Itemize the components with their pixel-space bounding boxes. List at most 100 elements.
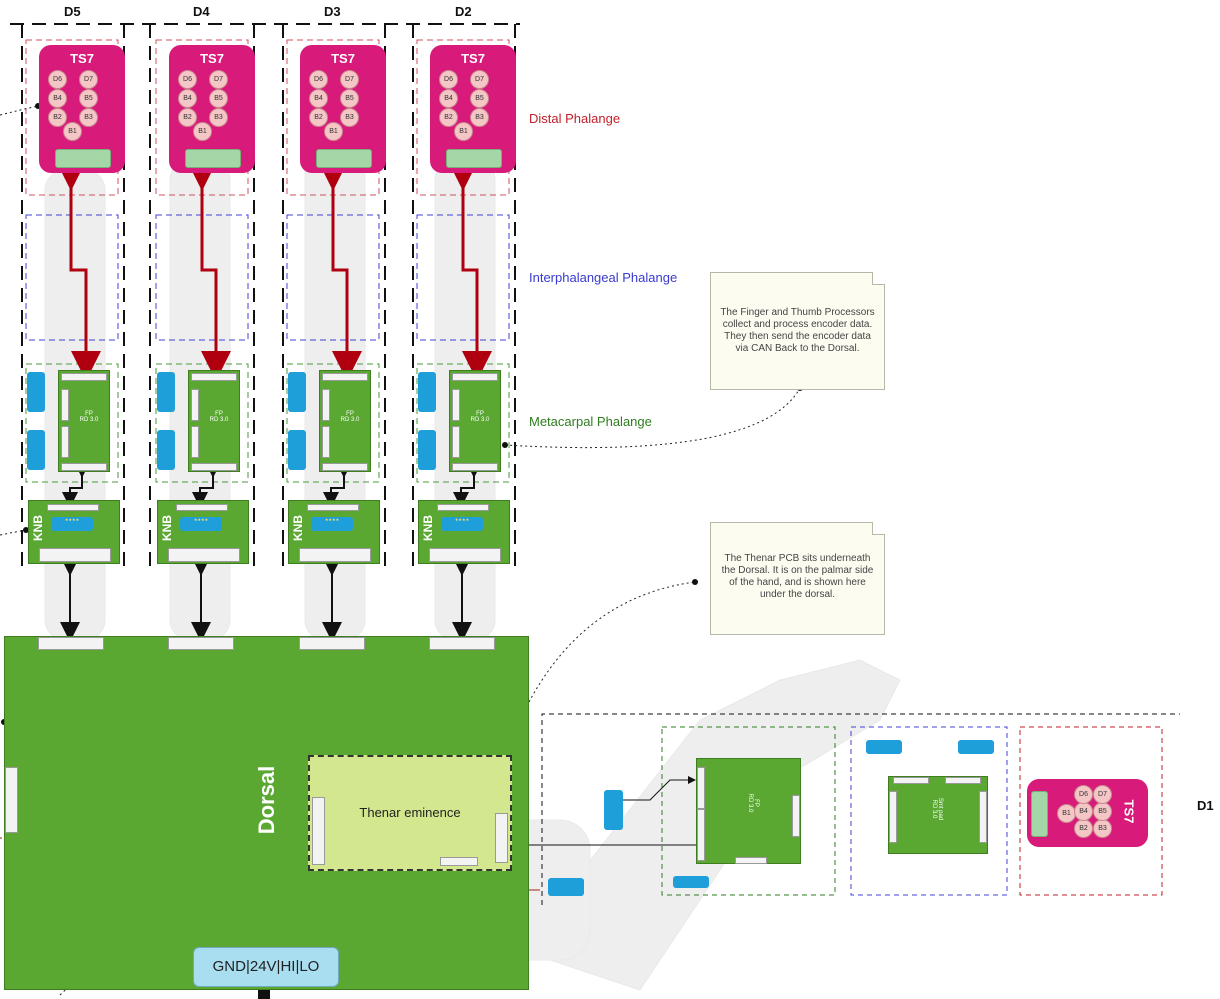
encoder-chip xyxy=(418,430,436,470)
thumb-fp-label: FP RD 3.0 xyxy=(747,793,759,813)
thumb-knb-label: Smt pad RD 3.0 xyxy=(931,797,943,821)
pad-b4: B4 xyxy=(439,89,458,108)
fp-top-connector xyxy=(452,373,498,381)
fp-board-d3: FP RD 3.0 xyxy=(319,370,371,472)
dorsal-side-connector xyxy=(5,767,18,833)
encoder-chip xyxy=(288,430,306,470)
ts7-title: TS7 xyxy=(200,51,224,66)
thumb-fp-connector xyxy=(792,795,800,837)
fp-side-connector xyxy=(322,389,330,421)
pad-b1: B1 xyxy=(454,122,473,141)
pad-d7: D7 xyxy=(470,70,489,89)
ts7-title: TS7 xyxy=(461,51,485,66)
encoder-chip xyxy=(157,372,175,412)
knb-board-d2: KNB ★★★★ xyxy=(418,500,510,564)
thumb-knb-chip xyxy=(866,740,902,754)
knb-bottom-connector xyxy=(429,548,501,562)
pad-d6: D6 xyxy=(309,70,328,89)
knb-board-d4: KNB ★★★★ xyxy=(157,500,249,564)
pad-b2: B2 xyxy=(439,108,458,127)
fp-top-connector xyxy=(61,373,107,381)
thumb-pad-b2: B2 xyxy=(1074,819,1093,838)
knb-chip: ★★★★ xyxy=(180,517,222,531)
ts7-connector xyxy=(185,149,241,168)
fp-knb-arrows xyxy=(62,462,482,508)
pad-b3: B3 xyxy=(340,108,359,127)
fp-bottom-connector xyxy=(191,463,237,471)
fp-side-connector xyxy=(61,426,69,458)
encoder-chip xyxy=(27,372,45,412)
thumb-fp-connector xyxy=(697,767,705,809)
thenar-eminence-box: Thenar eminence xyxy=(308,755,512,871)
note-fold xyxy=(872,522,885,535)
thumb-pad-d7: D7 xyxy=(1093,785,1112,804)
ts7-connector xyxy=(316,149,372,168)
thumb-ts7-sensor: B1 B2 B4 D6 B3 B5 D7 TS7 xyxy=(1027,779,1148,847)
encoder-chip xyxy=(157,430,175,470)
knb-bottom-connector xyxy=(299,548,371,562)
thumb-pad-b4: B4 xyxy=(1074,802,1093,821)
digit-label-d5: D5 xyxy=(64,4,81,19)
thumb-encoder-chip-bottom xyxy=(548,878,584,896)
thumb-fp-connector xyxy=(697,809,705,861)
pad-d6: D6 xyxy=(439,70,458,89)
knb-chip: ★★★★ xyxy=(441,517,483,531)
thumb-fp-chip xyxy=(673,876,709,888)
digit-label-d1: D1 xyxy=(1197,798,1214,813)
pad-d6: D6 xyxy=(178,70,197,89)
thumb-pad-b1: B1 xyxy=(1057,804,1076,823)
encoder-chip xyxy=(418,372,436,412)
thenar-label: Thenar eminence xyxy=(359,805,461,820)
pad-d7: D7 xyxy=(209,70,228,89)
knb-bottom-connector xyxy=(168,548,240,562)
knb-chip: ★★★★ xyxy=(311,517,353,531)
fp-label: FP RD 3.0 xyxy=(209,411,229,423)
dorsal-connector-d5 xyxy=(38,637,104,650)
fp-label: FP RD 3.0 xyxy=(340,411,360,423)
thenar-left-connector xyxy=(312,797,325,865)
distal-phalange-label: Distal Phalange xyxy=(529,111,621,126)
knb-board-d5: KNB ★★★★ xyxy=(28,500,120,564)
pad-b2: B2 xyxy=(309,108,328,127)
fp-side-connector xyxy=(61,389,69,421)
thumb-knb-chip xyxy=(958,740,994,754)
thenar-note-text: The Thenar PCB sits underneath the Dorsa… xyxy=(721,553,874,600)
processor-note-text: The Finger and Thumb Processors collect … xyxy=(720,307,875,354)
pad-b4: B4 xyxy=(309,89,328,108)
pad-b3: B3 xyxy=(470,108,489,127)
thumb-region-borders xyxy=(541,713,1180,905)
power-connector: GND|24V|HI|LO xyxy=(193,947,339,987)
pad-b1: B1 xyxy=(324,122,343,141)
fp-board-d2: FP RD 3.0 xyxy=(449,370,501,472)
metacarpal-phalange-label: Metacarpal Phalange xyxy=(529,414,652,429)
thenar-right-connector xyxy=(495,813,508,863)
pad-b4: B4 xyxy=(48,89,67,108)
encoder-chip xyxy=(288,372,306,412)
pad-b1: B1 xyxy=(63,122,82,141)
thumb-knb-connector xyxy=(893,777,929,784)
fp-side-connector xyxy=(191,389,199,421)
pad-b2: B2 xyxy=(48,108,67,127)
knb-label: KNB xyxy=(31,515,45,541)
pad-d6: D6 xyxy=(48,70,67,89)
fp-bottom-connector xyxy=(452,463,498,471)
knb-label: KNB xyxy=(160,515,174,541)
encoder-chip xyxy=(27,430,45,470)
pad-d7: D7 xyxy=(340,70,359,89)
digit-label-d3: D3 xyxy=(324,4,341,19)
fp-label: FP RD 3.0 xyxy=(79,411,99,423)
ts7-fp-red-arrows xyxy=(56,161,492,381)
dorsal-connector-d4 xyxy=(168,637,234,650)
fp-side-connector xyxy=(452,389,460,421)
dorsal-connector-d3 xyxy=(299,637,365,650)
dorsal-connector-d2 xyxy=(429,637,495,650)
thumb-knb-connector xyxy=(945,777,981,784)
pad-b5: B5 xyxy=(470,89,489,108)
thumb-fp-board: FP RD 3.0 xyxy=(696,758,801,864)
fp-side-connector xyxy=(452,426,460,458)
pad-b1: B1 xyxy=(193,122,212,141)
dorsal-board: Dorsal Thenar eminence GND|24V|HI|LO xyxy=(4,636,529,990)
thenar-bottom-connector xyxy=(440,857,478,866)
knb-dorsal-arrows xyxy=(60,556,472,642)
fp-bottom-connector xyxy=(322,463,368,471)
